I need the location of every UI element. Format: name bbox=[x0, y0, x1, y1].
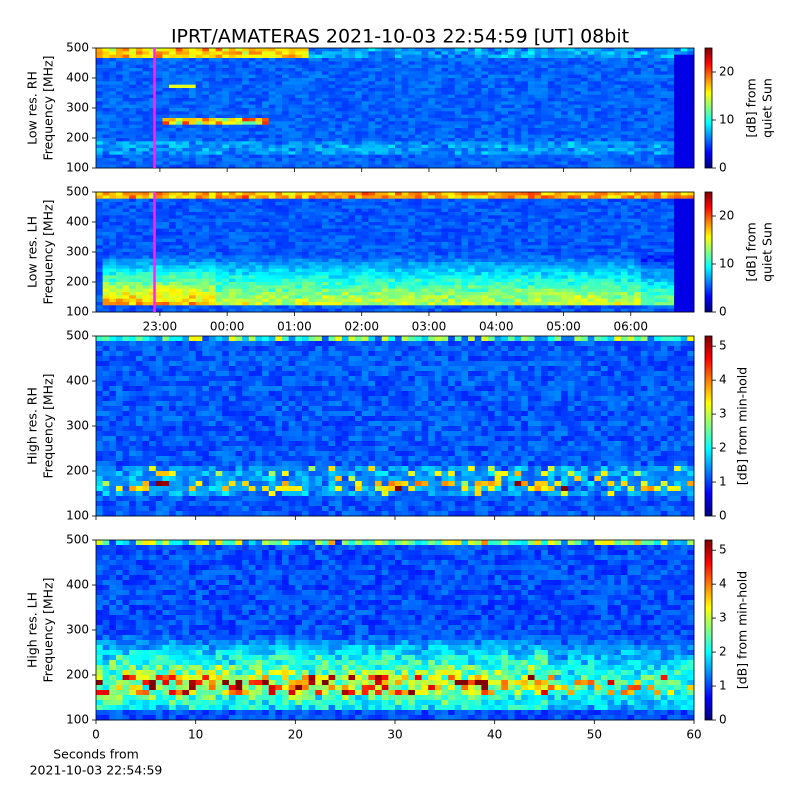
y-tick-label: 200 bbox=[66, 275, 89, 289]
figure-title: IPRT/AMATERAS 2021-10-03 22:54:59 [UT] 0… bbox=[171, 26, 629, 48]
colorbar-tick-label: 10 bbox=[719, 113, 734, 127]
colorbar-tick-label: 2 bbox=[719, 441, 727, 455]
y-axis-label: Frequency [MHz] bbox=[41, 373, 56, 478]
x-axis-label: 2021-10-03 22:54:59 bbox=[30, 763, 163, 778]
colorbar bbox=[704, 335, 713, 517]
x-tick-label: 04:00 bbox=[479, 320, 514, 334]
y-axis-label: Frequency [MHz] bbox=[41, 577, 56, 682]
colorbar-tick-label: 20 bbox=[719, 209, 734, 223]
x-tick-label: 02:00 bbox=[344, 320, 379, 334]
x-tick-label: 03:00 bbox=[412, 320, 447, 334]
y-tick-label: 200 bbox=[66, 131, 89, 145]
spectrogram-image bbox=[96, 192, 695, 313]
y-tick-label: 300 bbox=[66, 623, 89, 637]
y-tick-label: 100 bbox=[66, 161, 89, 175]
colorbar-tick-label: 0 bbox=[719, 713, 727, 727]
x-tick-label: 10 bbox=[188, 728, 203, 742]
colorbar-tick-label: 2 bbox=[719, 645, 727, 659]
colorbar-tick-label: 20 bbox=[719, 65, 734, 79]
y-tick-label: 500 bbox=[66, 41, 89, 55]
x-tick-label: 01:00 bbox=[277, 320, 312, 334]
y-axis-label: High res. LH bbox=[25, 592, 40, 668]
y-tick-label: 200 bbox=[66, 464, 89, 478]
y-axis-label: Frequency [MHz] bbox=[41, 55, 56, 160]
y-tick-label: 300 bbox=[66, 101, 89, 115]
colorbar-tick-label: 3 bbox=[719, 407, 727, 421]
colorbar-tick-label: 0 bbox=[719, 305, 727, 319]
y-axis-label: Frequency [MHz] bbox=[41, 199, 56, 304]
y-tick-label: 400 bbox=[66, 71, 89, 85]
x-tick-label: 0 bbox=[92, 728, 100, 742]
colorbar-tick-label: 1 bbox=[719, 475, 727, 489]
y-axis-label: High res. RH bbox=[25, 387, 40, 465]
y-tick-label: 500 bbox=[66, 185, 89, 199]
y-tick-label: 100 bbox=[66, 509, 89, 523]
x-tick-label: 30 bbox=[387, 728, 402, 742]
x-axis-label: Seconds from bbox=[53, 747, 139, 762]
colorbar-label: quiet Sun bbox=[760, 78, 775, 138]
colorbar-label: [dB] from min-hold bbox=[735, 571, 750, 689]
colorbar-tick-label: 4 bbox=[719, 373, 727, 387]
x-tick-label: 00:00 bbox=[210, 320, 245, 334]
colorbar-label: [dB] from min-hold bbox=[735, 367, 750, 485]
y-axis-label: Low res. RH bbox=[25, 71, 40, 145]
y-tick-label: 500 bbox=[66, 329, 89, 343]
colorbar-tick-label: 3 bbox=[719, 611, 727, 625]
colorbar-tick-label: 5 bbox=[719, 339, 727, 353]
colorbar-label: [dB] from bbox=[744, 222, 759, 281]
x-tick-label: 60 bbox=[686, 728, 701, 742]
colorbar-tick-label: 5 bbox=[719, 543, 727, 557]
y-tick-label: 200 bbox=[66, 668, 89, 682]
x-tick-label: 20 bbox=[288, 728, 303, 742]
y-tick-label: 100 bbox=[66, 713, 89, 727]
x-tick-label: 05:00 bbox=[546, 320, 581, 334]
colorbar bbox=[704, 539, 713, 721]
colorbar-label: [dB] from bbox=[744, 78, 759, 137]
colorbar bbox=[704, 191, 713, 313]
y-tick-label: 300 bbox=[66, 419, 89, 433]
y-tick-label: 300 bbox=[66, 245, 89, 259]
colorbar-tick-label: 4 bbox=[719, 577, 727, 591]
colorbar-tick-label: 10 bbox=[719, 257, 734, 271]
colorbar-tick-label: 1 bbox=[719, 679, 727, 693]
colorbar-label: quiet Sun bbox=[760, 222, 775, 282]
x-tick-label: 50 bbox=[587, 728, 602, 742]
colorbar bbox=[704, 47, 713, 169]
y-tick-label: 400 bbox=[66, 578, 89, 592]
spectrogram-image bbox=[96, 540, 695, 721]
y-axis-label: Low res. LH bbox=[25, 216, 40, 288]
spectrogram-image bbox=[96, 48, 695, 169]
colorbar-tick-label: 0 bbox=[719, 509, 727, 523]
colorbar-tick-label: 0 bbox=[719, 161, 727, 175]
y-tick-label: 100 bbox=[66, 305, 89, 319]
y-tick-label: 400 bbox=[66, 374, 89, 388]
x-tick-label: 40 bbox=[487, 728, 502, 742]
x-tick-label: 06:00 bbox=[613, 320, 648, 334]
spectrogram-image bbox=[96, 336, 695, 517]
y-tick-label: 400 bbox=[66, 215, 89, 229]
x-tick-label: 23:00 bbox=[143, 320, 178, 334]
y-tick-label: 500 bbox=[66, 533, 89, 547]
